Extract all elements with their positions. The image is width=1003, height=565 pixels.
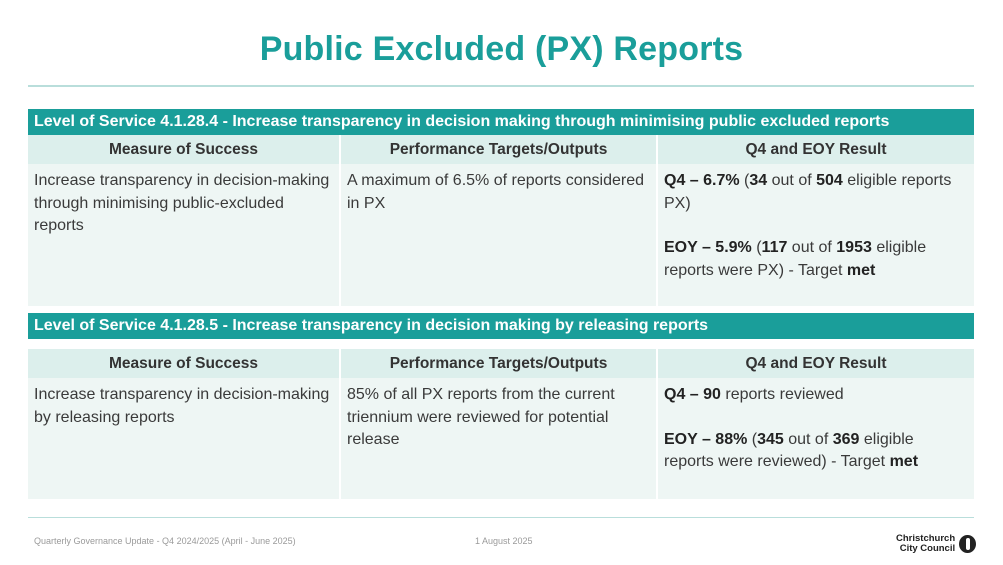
target-status: met — [889, 453, 919, 470]
los-header: Level of Service 4.1.28.4 - Increase tra… — [28, 109, 974, 135]
column-header-result: Q4 and EOY Result — [658, 349, 974, 378]
target-cell: 85% of all PX reports from the current t… — [341, 378, 658, 499]
table-row: Increase transparency in decision-making… — [28, 164, 974, 306]
column-header-result: Q4 and EOY Result — [658, 135, 974, 164]
table-row: Increase transparency in decision-making… — [28, 378, 974, 499]
target-cell: A maximum of 6.5% of reports considered … — [341, 164, 658, 306]
eoy-result: EOY – 88% (345 out of 369 eligible repor… — [664, 430, 919, 471]
title-divider — [28, 85, 974, 87]
column-headers: Measure of Success Performance Targets/O… — [28, 135, 974, 164]
page-title: Public Excluded (PX) Reports — [259, 30, 744, 68]
eoy-result: EOY – 5.9% (117 out of 1953 eligible rep… — [664, 239, 927, 279]
logo-line-1: Christchurch — [896, 533, 956, 544]
logo-line-2: City Council — [899, 543, 956, 554]
result-cell: Q4 – 6.7% (34 out of 504 eligible report… — [658, 164, 974, 306]
column-headers: Measure of Success Performance Targets/O… — [28, 349, 974, 378]
measure-cell: Increase transparency in decision-making… — [28, 378, 341, 499]
q4-result: Q4 – 90 reports reviewed — [664, 386, 844, 403]
council-emblem-icon — [959, 535, 976, 553]
column-header-measure: Measure of Success — [28, 349, 341, 378]
result-cell: Q4 – 90 reports reviewed EOY – 88% (345 … — [658, 378, 974, 499]
footer-document-title: Quarterly Governance Update - Q4 2024/20… — [34, 536, 296, 546]
los-header: Level of Service 4.1.28.5 - Increase tra… — [28, 313, 974, 339]
q4-result: Q4 – 6.7% (34 out of 504 eligible report… — [664, 172, 952, 212]
column-header-measure: Measure of Success — [28, 135, 341, 164]
footer-date: 1 August 2025 — [475, 536, 533, 546]
column-header-targets: Performance Targets/Outputs — [341, 349, 658, 378]
measure-cell: Increase transparency in decision-making… — [28, 164, 341, 306]
target-status: met — [846, 261, 876, 279]
los-section-4-1-28-5: Level of Service 4.1.28.5 - Increase tra… — [28, 313, 974, 499]
footer-divider — [28, 517, 974, 518]
column-header-targets: Performance Targets/Outputs — [341, 135, 658, 164]
los-section-4-1-28-4: Level of Service 4.1.28.4 - Increase tra… — [28, 109, 974, 306]
council-logo: Christchurch City Council — [896, 532, 976, 556]
